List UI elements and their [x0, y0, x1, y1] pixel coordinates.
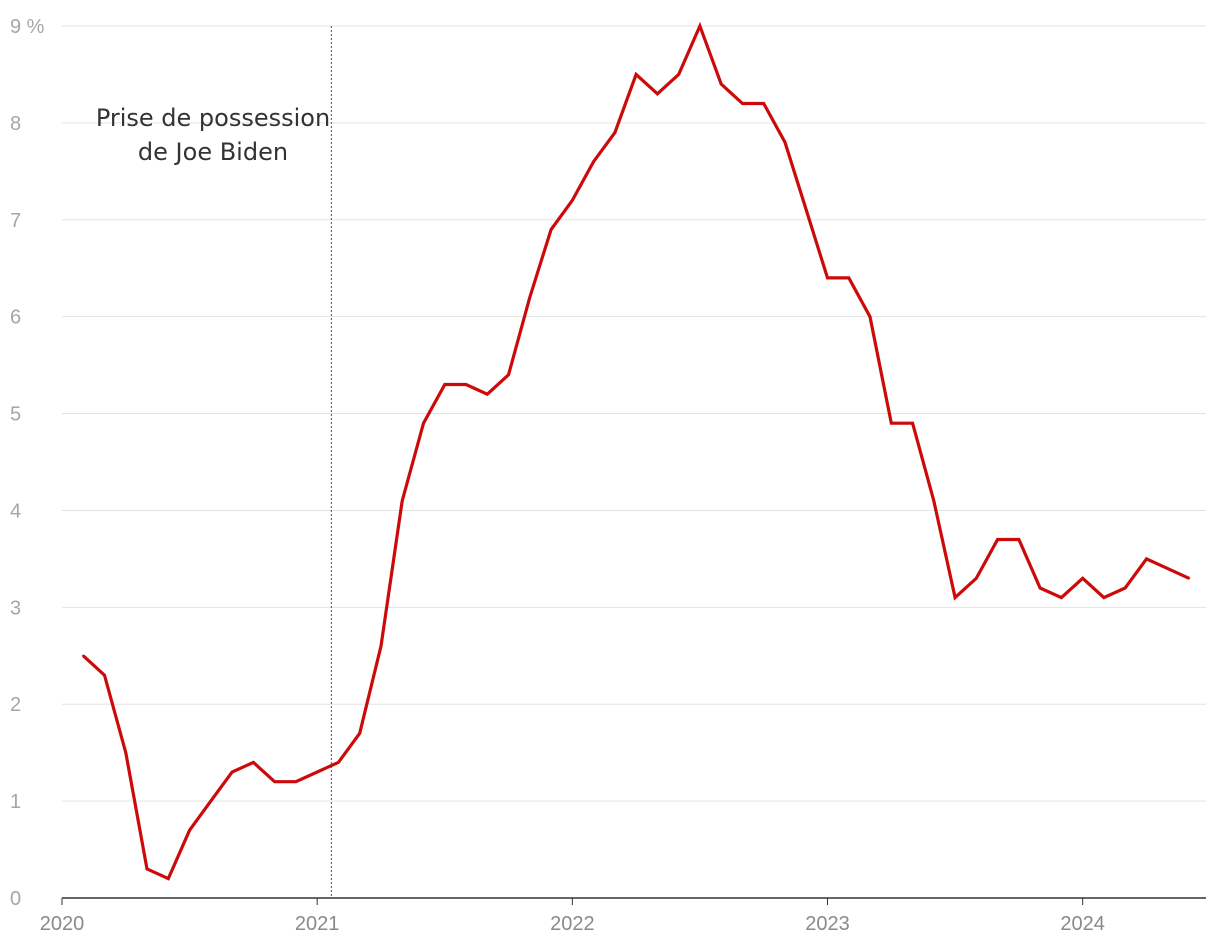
- data-point: [422, 422, 425, 425]
- data-point: [230, 770, 234, 774]
- data-point: [847, 276, 850, 280]
- data-point: [188, 828, 191, 832]
- y-tick-label: 0: [10, 888, 21, 910]
- y-tick-label: 6: [10, 307, 21, 329]
- data-point: [975, 577, 978, 580]
- data-point: [1187, 577, 1191, 580]
- data-point: [549, 228, 553, 231]
- data-point: [1124, 586, 1127, 590]
- data-point: [1060, 596, 1063, 599]
- data-point: [124, 751, 127, 754]
- x-tick-label: 2021: [295, 913, 340, 935]
- data-point: [401, 499, 404, 502]
- data-point: [762, 102, 765, 105]
- data-point: [486, 392, 489, 396]
- data-point: [252, 761, 255, 764]
- data-point: [1166, 567, 1169, 570]
- x-tick-label: 2022: [550, 913, 595, 935]
- data-point: [358, 732, 361, 735]
- data-point: [167, 877, 170, 880]
- data-point: [315, 770, 319, 774]
- data-point: [1081, 577, 1084, 580]
- data-point: [1017, 538, 1021, 541]
- data-point: [698, 24, 702, 28]
- x-tick-label: 2024: [1060, 913, 1105, 935]
- series-group: [82, 21, 1191, 881]
- y-axis-tick-labels: 0 1 2 3 4 5 6 7 8 9 %: [10, 16, 45, 910]
- data-point: [103, 673, 106, 677]
- data-point: [634, 73, 638, 76]
- data-point: [145, 867, 149, 871]
- data-point: [953, 596, 957, 599]
- data-point: [996, 538, 999, 541]
- x-tick-label: 2020: [40, 913, 85, 935]
- gridlines: [62, 25, 1206, 802]
- y-tick-label: 2: [10, 694, 21, 716]
- data-point: [443, 383, 446, 386]
- data-point: [677, 73, 680, 76]
- data-point: [82, 654, 85, 657]
- data-point: [783, 141, 787, 144]
- y-tick-label: 8: [10, 113, 21, 135]
- data-point: [464, 383, 468, 386]
- data-point: [528, 296, 532, 299]
- x-tick-label: 2023: [805, 913, 850, 935]
- y-tick-label: 5: [10, 404, 21, 426]
- annotation-group: Prise de possession de Joe Biden: [96, 26, 332, 898]
- data-point: [1102, 596, 1106, 599]
- data-point: [379, 644, 383, 648]
- data-point: [656, 92, 659, 96]
- y-tick-label: 1: [10, 791, 21, 813]
- y-tick-label: 9 %: [10, 16, 45, 38]
- data-point: [741, 102, 744, 105]
- data-point: [592, 160, 595, 163]
- x-axis: [61, 897, 1206, 905]
- data-point: [1145, 557, 1148, 561]
- data-point: [209, 799, 213, 803]
- data-point: [911, 422, 914, 425]
- data-point: [868, 315, 872, 318]
- data-point: [1038, 586, 1042, 590]
- data-point: [613, 131, 617, 134]
- data-point: [294, 780, 298, 783]
- data-point: [890, 422, 893, 425]
- x-axis-tick-labels: 2020 2021 2022 2023 2024: [40, 913, 1105, 935]
- data-point: [805, 208, 808, 212]
- y-tick-label: 3: [10, 597, 21, 619]
- annotation-label-line-1: Prise de possession: [96, 104, 330, 132]
- annotation-label-line-2: de Joe Biden: [138, 138, 288, 166]
- data-point: [826, 276, 829, 280]
- y-tick-label: 4: [10, 500, 21, 522]
- data-point: [507, 373, 510, 376]
- y-tick-label: 7: [10, 210, 21, 232]
- data-point: [932, 499, 936, 502]
- data-point: [571, 199, 574, 202]
- data-point: [719, 82, 723, 86]
- data-point: [337, 761, 340, 764]
- data-point: [273, 780, 276, 783]
